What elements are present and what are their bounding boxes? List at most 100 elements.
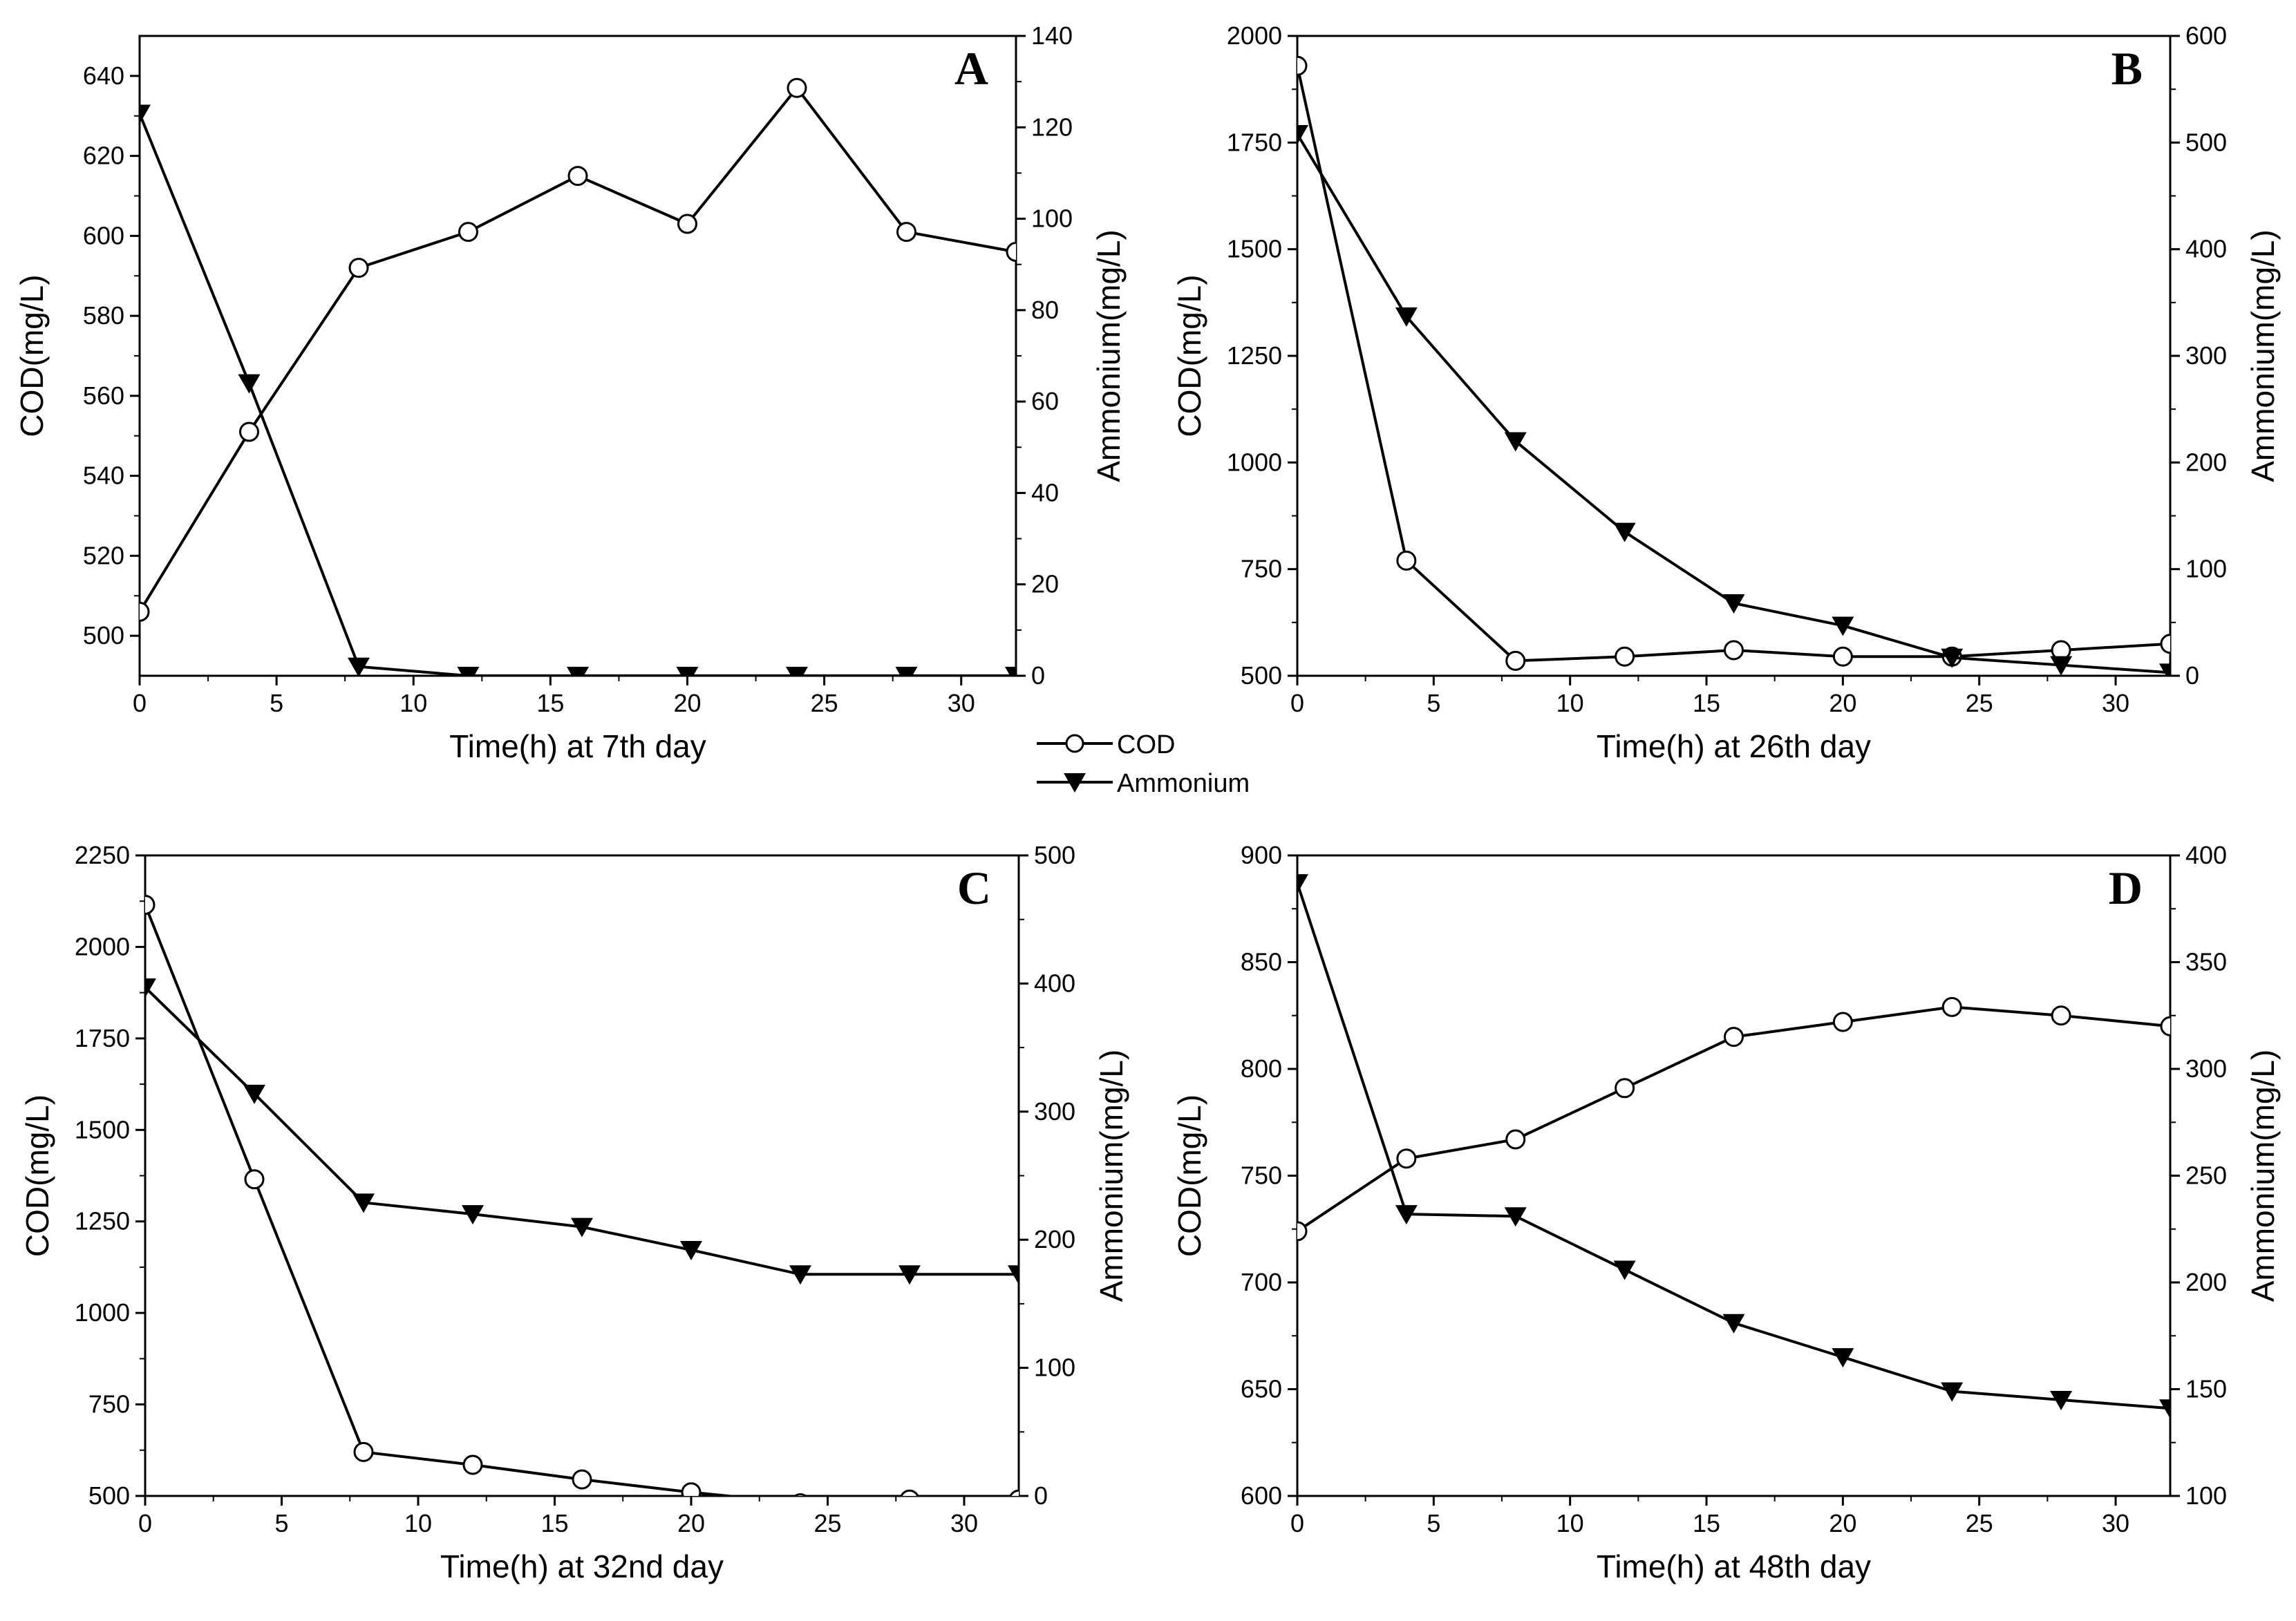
x-tick-label: 30: [950, 1509, 978, 1537]
x-axis-label: Time(h) at 48th day: [1597, 1548, 1871, 1584]
y-right-tick-label: 300: [2185, 341, 2227, 370]
legend-ammonium-label: Ammonium: [1117, 769, 1250, 798]
cod-point: [1396, 1148, 1417, 1169]
cod-point: [2051, 1005, 2071, 1026]
x-tick-label: 20: [677, 1509, 705, 1537]
y-right-tick-label: 0: [1031, 661, 1045, 690]
y-right-tick-label: 400: [2185, 235, 2227, 263]
ammonium-point: [1008, 1265, 1019, 1285]
cod-point: [1941, 996, 1962, 1017]
x-tick-label: 10: [1556, 1509, 1584, 1537]
x-tick-label: 25: [811, 689, 838, 717]
panel-a: 0 5 10 15 20 25 30 500 520 540 560 580 600 620 640 0 20 4…: [14, 21, 1127, 764]
x-tick-label: 15: [1693, 689, 1720, 717]
y-left-tick-label: 500: [88, 1481, 130, 1510]
ammonium-point: [1297, 874, 1308, 894]
y-right-tick-label: 200: [2185, 448, 2227, 476]
ammonium-point: [680, 1241, 702, 1261]
ammonium-point: [243, 1084, 265, 1104]
y-left-tick-label: 750: [1241, 555, 1282, 583]
x-tick-label: 5: [274, 1509, 288, 1537]
x-tick-label: 0: [1290, 689, 1304, 717]
panel-letter: B: [2111, 42, 2143, 95]
y-right-tick-label: 250: [2185, 1162, 2227, 1190]
cod-point: [1724, 1027, 1744, 1048]
cod-point: [896, 222, 916, 243]
ammonium-line: [140, 113, 1016, 676]
y-right-tick-label: 150: [2185, 1375, 2227, 1403]
ammonium-point: [1005, 667, 1016, 676]
ammonium-point: [1613, 522, 1636, 542]
y-right-tick-label: 20: [1031, 570, 1059, 598]
cod-point: [239, 421, 259, 442]
x-tick-label: 25: [1966, 689, 1993, 717]
y-left-tick-label: 750: [88, 1390, 130, 1419]
y-right-tick-label: 600: [2185, 21, 2227, 50]
y-left-axis-label: COD(mg/L): [1171, 1094, 1207, 1257]
y-right-axis-label: Ammonium(mg/L): [1093, 1050, 1129, 1302]
plot-area: [1297, 874, 2170, 1419]
y-left-axis-label: COD(mg/L): [14, 274, 50, 437]
y-left-tick-label: 850: [1241, 948, 1282, 976]
y-right-tick-label: 300: [1034, 1097, 1075, 1126]
x-tick-label: 0: [138, 1509, 152, 1537]
y-left-tick-label: 580: [83, 301, 124, 330]
ammonium-point: [1722, 594, 1745, 614]
y-left-tick-label: 500: [1241, 661, 1282, 690]
cod-point: [1615, 646, 1635, 667]
y-right-tick-label: 200: [1034, 1225, 1075, 1253]
y-right-tick-label: 200: [2185, 1268, 2227, 1296]
ammonium-point: [1722, 1314, 1745, 1334]
ammonium-point: [1941, 1382, 1964, 1402]
cod-point: [1505, 1129, 1526, 1150]
cod-point: [1297, 1221, 1308, 1242]
y-left-tick-label: 2000: [75, 932, 130, 960]
y-left-tick-label: 700: [1241, 1268, 1282, 1296]
cod-point: [787, 77, 807, 98]
ammonium-point: [1504, 432, 1527, 452]
cod-point: [567, 166, 588, 187]
cod-point: [2160, 634, 2170, 654]
ammonium-point: [145, 978, 156, 998]
x-tick-label: 30: [2102, 1509, 2129, 1537]
y-left-axis-label: COD(mg/L): [1171, 274, 1207, 437]
y-left-tick-label: 1000: [1227, 448, 1282, 476]
x-tick-label: 10: [399, 689, 427, 717]
cod-point: [793, 1493, 807, 1496]
legend-cod-label: COD: [1117, 730, 1175, 759]
panel-letter: C: [957, 862, 991, 914]
ammonium-point: [1395, 307, 1418, 327]
x-tick-label: 5: [1427, 1509, 1440, 1537]
y-right-tick-label: 140: [1031, 21, 1073, 50]
ammonium-point: [140, 104, 151, 124]
cod-point: [353, 1441, 374, 1462]
ammonium-point: [786, 667, 808, 676]
plot-area: [145, 895, 1019, 1496]
y-right-tick-label: 100: [1031, 205, 1073, 233]
ammonium-point: [238, 374, 261, 394]
plot-area: [1297, 55, 2170, 676]
y-left-tick-label: 1750: [75, 1024, 130, 1052]
y-left-tick-label: 750: [1241, 1162, 1282, 1190]
legend-cod-marker: [1065, 734, 1084, 753]
y-left-axis-label: COD(mg/L): [19, 1094, 55, 1257]
x-tick-label: 20: [1829, 1509, 1856, 1537]
y-right-tick-label: 400: [1034, 969, 1075, 997]
y-left-tick-label: 900: [1241, 841, 1282, 869]
y-right-tick-label: 100: [1034, 1354, 1075, 1382]
x-tick-label: 25: [1966, 1509, 1993, 1537]
x-axis-label: Time(h) at 32nd day: [440, 1548, 724, 1584]
y-right-tick-label: 0: [2185, 661, 2199, 690]
y-left-tick-label: 2250: [75, 841, 130, 869]
cod-point: [1832, 646, 1853, 667]
y-right-axis-label: Ammonium(mg/L): [1091, 229, 1127, 482]
y-left-tick-label: 1000: [75, 1298, 130, 1327]
y-right-tick-label: 80: [1031, 296, 1059, 324]
x-axis-label: Time(h) at 7th day: [449, 728, 706, 764]
cod-point: [2160, 1016, 2170, 1036]
ammonium-point: [1613, 1260, 1636, 1280]
y-right-tick-label: 120: [1031, 113, 1073, 141]
x-tick-label: 5: [1427, 689, 1440, 717]
x-tick-label: 15: [1693, 1509, 1720, 1537]
plot-area: [140, 77, 1016, 676]
